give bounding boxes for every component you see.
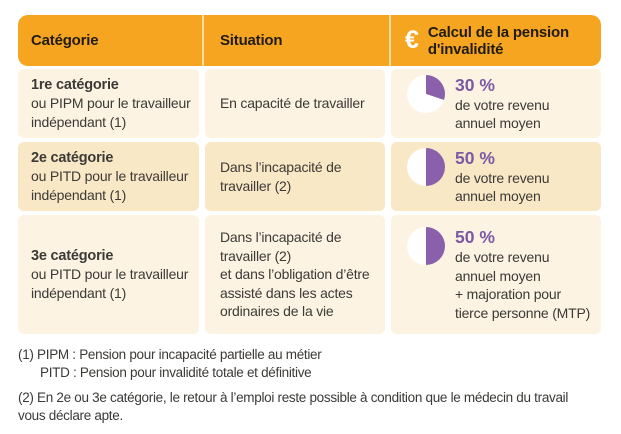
- cell-situation-2: Dans l’incapacité de travailler (2): [205, 142, 385, 211]
- category-title: 1re catégorie: [31, 76, 119, 93]
- footnotes: (1) PIPM : Pension pour incapacité parti…: [18, 346, 618, 425]
- pie-chart-icon: [407, 74, 445, 113]
- calcul-text: de votre revenu annuel moyen: [455, 169, 550, 205]
- cell-categorie-2: 2e catégorie ou PITD pour le travailleur…: [18, 142, 199, 211]
- situation-text: Dans l’incapacité de travailler (2): [220, 159, 342, 194]
- category-title: 2e catégorie: [31, 149, 114, 166]
- table-row-1re-categorie: 1re catégorie ou PIPM pour le travailleu…: [18, 69, 601, 138]
- calcul-text: de votre revenu annuel moyen + majoratio…: [455, 249, 591, 321]
- cell-situation-1: En capacité de travailler: [205, 69, 385, 138]
- header-cell-categorie: Catégorie: [18, 15, 202, 66]
- category-detail: ou PITD pour le travailleur indépendant …: [31, 168, 189, 203]
- cell-calcul-3: 50 % de votre revenu annuel moyen + majo…: [391, 215, 601, 334]
- column-header-categorie: Catégorie: [31, 32, 99, 49]
- pie-chart-icon: [407, 147, 445, 186]
- percentage-value: 30 %: [455, 74, 495, 95]
- footnote-1-pipm: (1) PIPM : Pension pour incapacité parti…: [18, 347, 322, 362]
- percentage-value: 50 %: [455, 227, 495, 247]
- footnote-1-pitd: PITD : Pension pour invalidité totale et…: [40, 365, 312, 380]
- cell-calcul-1: 30 % de votre revenu annuel moyen: [391, 69, 601, 138]
- category-detail: ou PIPM pour le travailleur indépendant …: [31, 95, 191, 130]
- percentage-value: 50 %: [455, 147, 495, 168]
- pension-infographic: Catégorie Situation € Calcul de la pensi…: [18, 15, 618, 425]
- footnote-2: (2) En 2e ou 3e catégorie, le retour à l…: [18, 390, 569, 423]
- cell-categorie-1: 1re catégorie ou PIPM pour le travailleu…: [18, 69, 199, 138]
- calcul-text: de votre revenu annuel moyen: [455, 96, 550, 132]
- header-cell-situation: Situation: [202, 15, 389, 66]
- cell-categorie-3: 3e catégorie ou PITD pour le travailleur…: [18, 215, 199, 334]
- table-row-3e-categorie: 3e catégorie ou PITD pour le travailleur…: [18, 215, 601, 334]
- cell-calcul-2: 50 % de votre revenu annuel moyen: [391, 142, 601, 211]
- situation-text: En capacité de travailler: [220, 95, 365, 112]
- cell-situation-3: Dans l’incapacité de travailler (2) et d…: [205, 215, 385, 334]
- category-title: 3e catégorie: [31, 247, 114, 264]
- column-header-situation: Situation: [220, 32, 283, 49]
- column-header-calcul: Calcul de la pension d'invalidité: [427, 23, 569, 58]
- table-row-2e-categorie: 2e catégorie ou PITD pour le travailleur…: [18, 142, 601, 211]
- euro-icon: €: [405, 26, 419, 54]
- pie-chart-icon: [407, 227, 445, 265]
- situation-text: Dans l’incapacité de travailler (2) et d…: [220, 229, 370, 320]
- header-cell-calcul: € Calcul de la pension d'invalidité: [389, 15, 601, 66]
- pension-table: Catégorie Situation € Calcul de la pensi…: [18, 15, 601, 334]
- category-detail: ou PITD pour le travailleur indépendant …: [31, 266, 189, 301]
- table-header-row: Catégorie Situation € Calcul de la pensi…: [18, 15, 601, 66]
